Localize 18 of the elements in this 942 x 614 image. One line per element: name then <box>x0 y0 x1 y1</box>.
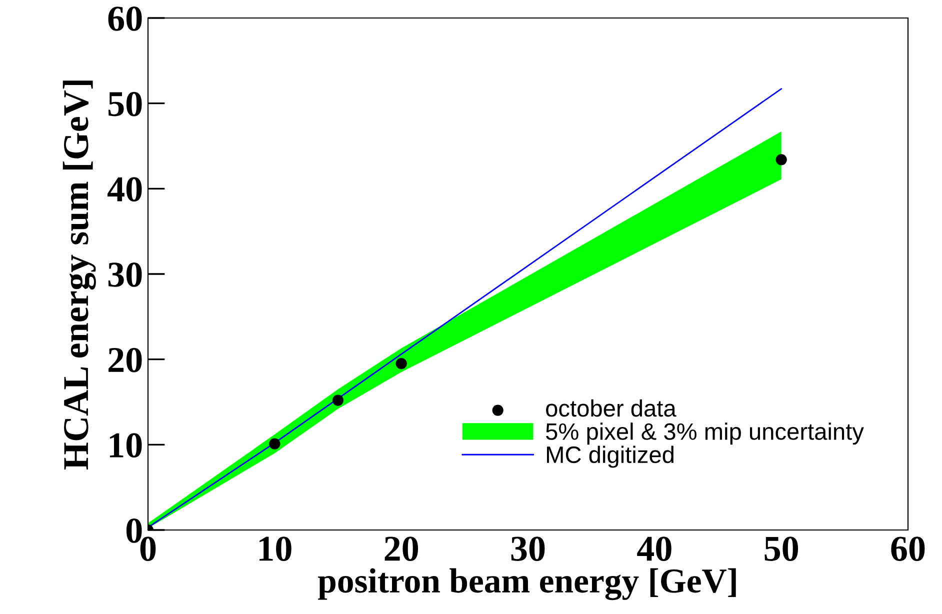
x-tick-label: 40 <box>637 536 672 561</box>
x-axis-title: positron beam energy [GeV] <box>318 568 736 600</box>
y-tick-label: 0 <box>126 518 142 543</box>
y-tick-label: 30 <box>108 262 142 287</box>
y-tick-label: 60 <box>108 6 142 31</box>
y-tick-label: 20 <box>108 348 142 372</box>
x-tick-label: 60 <box>891 536 925 561</box>
x-tick-label: 30 <box>511 536 545 561</box>
legend-label: october data <box>546 399 676 417</box>
legend-label: 5% pixel & 3% mip uncertainty <box>546 422 864 445</box>
y-tick-label: 10 <box>110 433 142 458</box>
y-tick-label: 50 <box>108 92 142 116</box>
legend-label: MC digitized <box>547 446 674 468</box>
x-tick-label: 10 <box>260 536 292 561</box>
x-tick-label: 20 <box>384 536 418 561</box>
y-tick-label: 40 <box>108 177 142 202</box>
x-tick-label: 50 <box>764 536 798 561</box>
y-axis-title: HCAL energy sum [GeV] <box>62 80 96 470</box>
